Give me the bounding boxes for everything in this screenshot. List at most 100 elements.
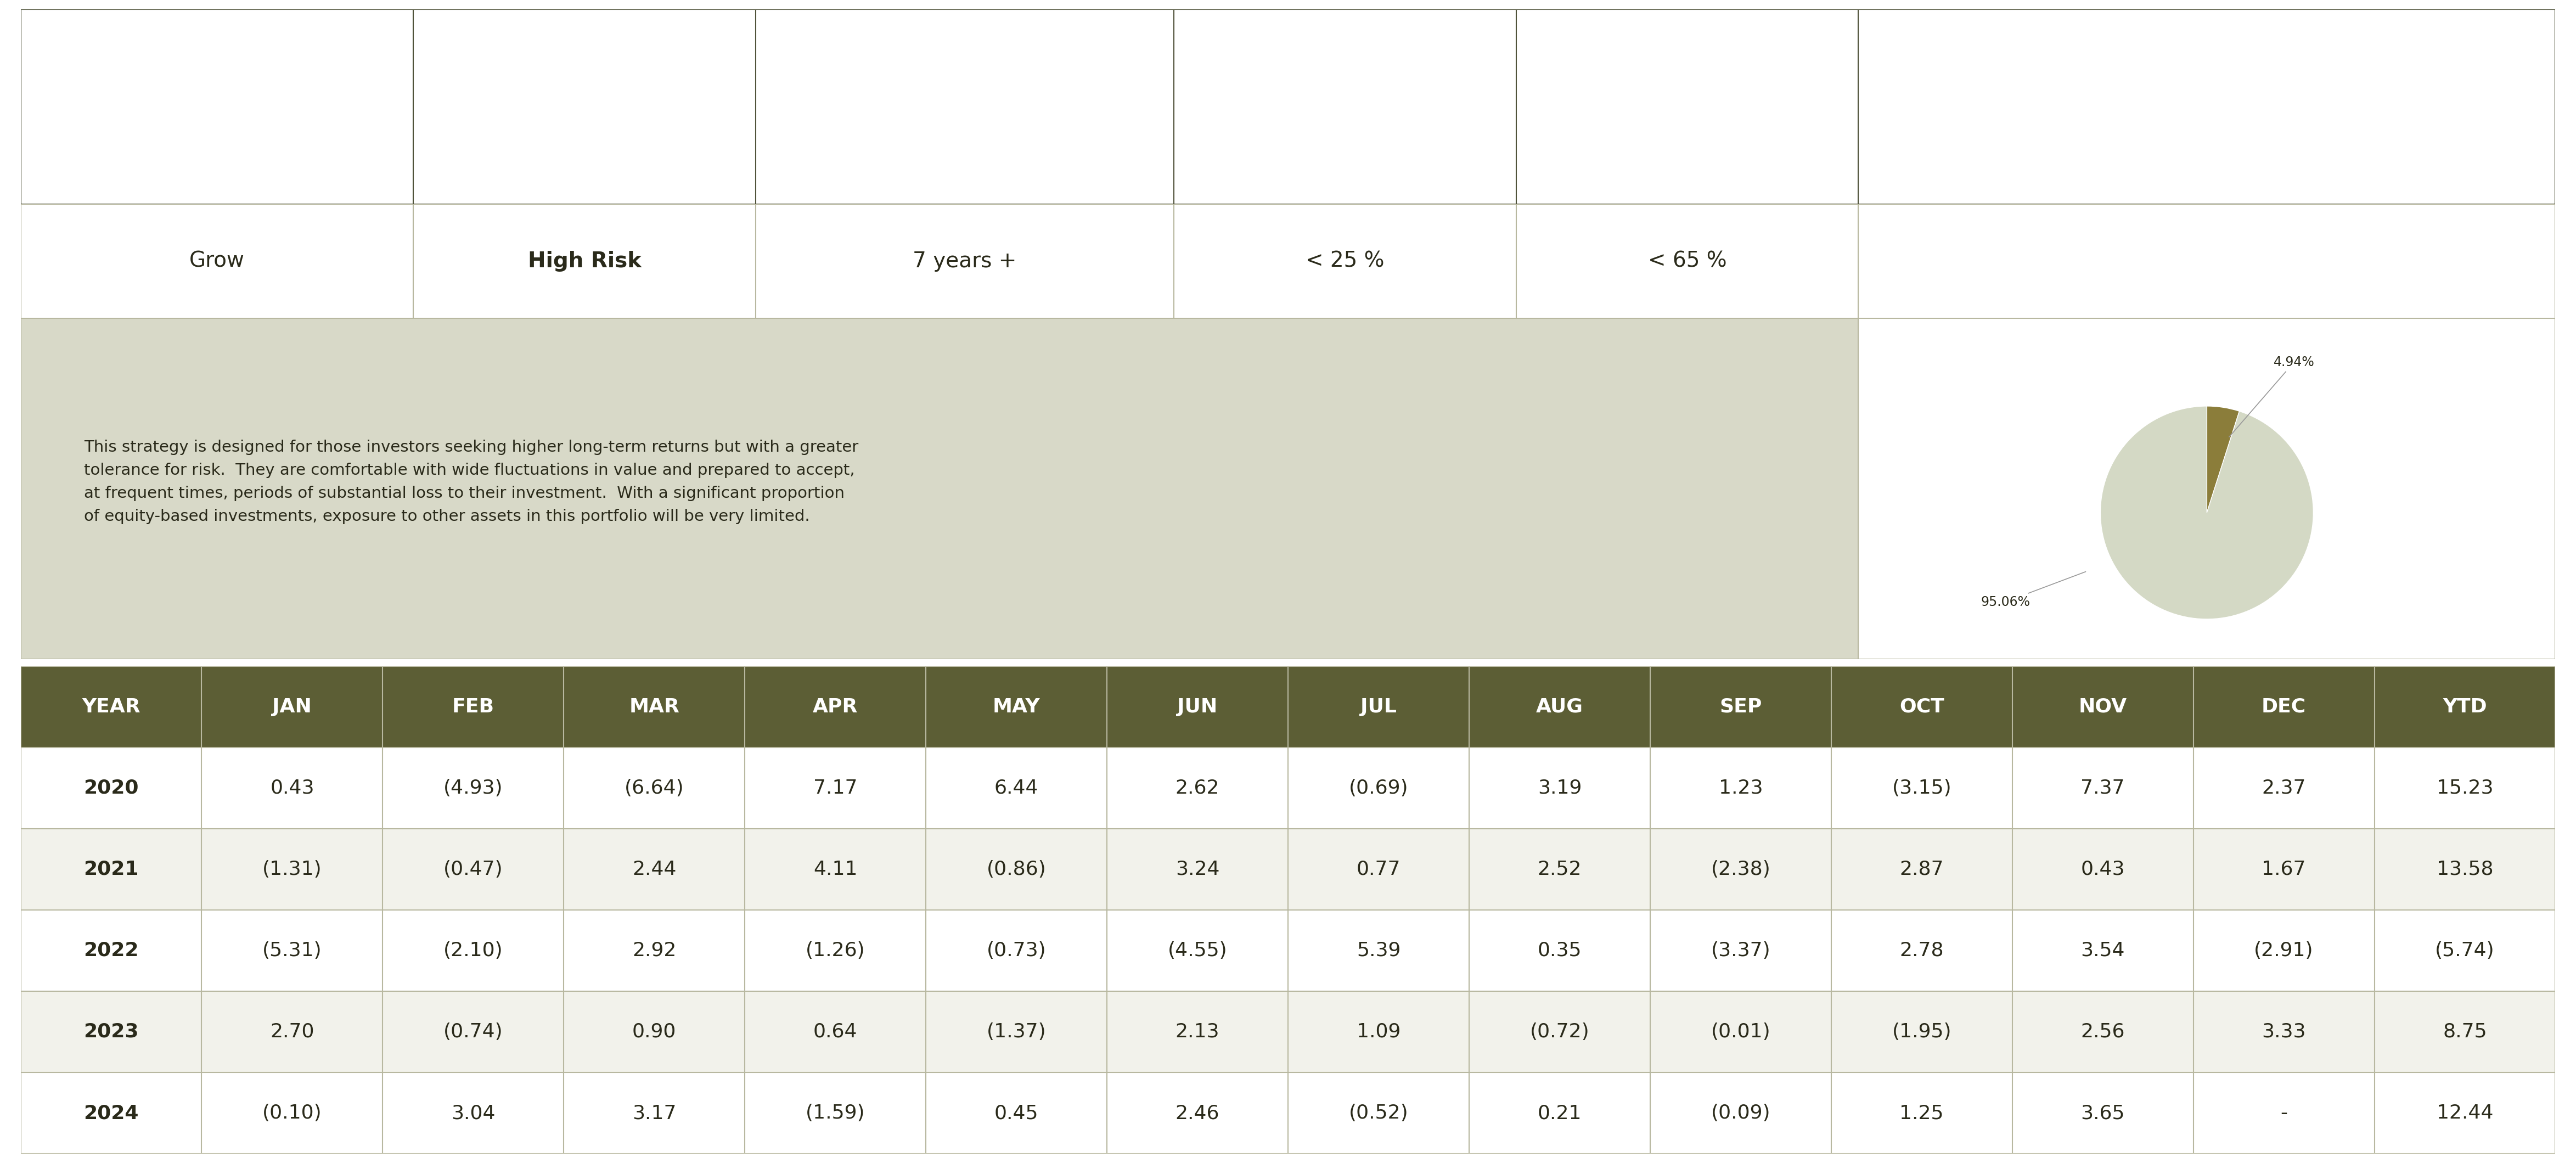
Text: APR: APR: [814, 698, 858, 716]
Text: (2.38): (2.38): [1710, 859, 1770, 878]
Text: 3.17: 3.17: [631, 1104, 677, 1122]
Text: (0.01): (0.01): [1710, 1022, 1770, 1041]
Text: This strategy is designed for those investors seeking higher long-term returns b: This strategy is designed for those inve…: [85, 440, 858, 525]
Bar: [21, 748, 2555, 829]
Text: 7 years +: 7 years +: [912, 251, 1018, 272]
Text: 2.37: 2.37: [2262, 779, 2306, 798]
Text: -: -: [2280, 1104, 2287, 1122]
Text: (6.64): (6.64): [623, 779, 685, 798]
Text: (0.69): (0.69): [1350, 779, 1409, 798]
Text: 2020: 2020: [82, 779, 139, 798]
Text: 12.44: 12.44: [2437, 1104, 2494, 1122]
Text: 0.45: 0.45: [994, 1104, 1038, 1122]
Text: OCT: OCT: [1899, 698, 1945, 716]
Text: 0.43: 0.43: [270, 779, 314, 798]
Text: 0.90: 0.90: [631, 1022, 677, 1041]
Text: 13.58: 13.58: [2437, 859, 2494, 878]
Text: < 25 %: < 25 %: [1306, 251, 1383, 272]
Text: YEAR: YEAR: [82, 698, 142, 716]
Bar: [21, 317, 1857, 659]
Text: 3.24: 3.24: [1175, 859, 1218, 878]
Text: (5.74): (5.74): [2434, 941, 2494, 959]
Text: (0.73): (0.73): [987, 941, 1046, 959]
Text: (2.91): (2.91): [2254, 941, 2313, 959]
Text: (1.37): (1.37): [987, 1022, 1046, 1041]
Text: 2.70: 2.70: [270, 1022, 314, 1041]
Text: 1.23: 1.23: [1718, 779, 1762, 798]
Text: 3.54: 3.54: [2081, 941, 2125, 959]
Text: Grow: Grow: [191, 251, 245, 272]
Text: (5.31): (5.31): [263, 941, 322, 959]
Text: 1.67: 1.67: [2262, 859, 2306, 878]
Text: (0.47): (0.47): [443, 859, 502, 878]
Text: (0.52): (0.52): [1350, 1104, 1409, 1122]
Text: JAN: JAN: [273, 698, 312, 716]
Text: 8.75: 8.75: [2442, 1022, 2486, 1041]
Text: 5.39: 5.39: [1358, 941, 1401, 959]
Text: 3.04: 3.04: [451, 1104, 495, 1122]
Text: 0.64: 0.64: [814, 1022, 858, 1041]
Text: (1.95): (1.95): [1891, 1022, 1953, 1041]
Text: 0.35: 0.35: [1538, 941, 1582, 959]
Text: 7.17: 7.17: [814, 779, 858, 798]
Bar: [1857, 317, 2555, 659]
Text: Expected Maximum
Drawdown: Expected Maximum Drawdown: [1589, 85, 1785, 128]
Text: DEC: DEC: [2262, 698, 2306, 716]
Text: Investment Strategy: Investment Strategy: [116, 98, 319, 116]
Text: High Risk: High Risk: [528, 251, 641, 272]
Text: 2024: 2024: [82, 1104, 139, 1122]
Bar: [21, 909, 2555, 991]
Text: 7.37: 7.37: [2081, 779, 2125, 798]
Text: Indicative Investment Mix: Indicative Investment Mix: [2079, 98, 2334, 116]
Text: 2023: 2023: [82, 1022, 139, 1041]
Text: 2.13: 2.13: [1175, 1022, 1218, 1041]
Text: 1.09: 1.09: [1358, 1022, 1401, 1041]
Text: 2.56: 2.56: [2081, 1022, 2125, 1041]
Text: 2.46: 2.46: [1175, 1104, 1218, 1122]
Bar: [21, 1072, 2555, 1154]
Text: AUG: AUG: [1535, 698, 1584, 716]
Text: 4.11: 4.11: [814, 859, 858, 878]
Text: MAY: MAY: [992, 698, 1041, 716]
Text: 0.77: 0.77: [1358, 859, 1401, 878]
Text: (1.26): (1.26): [806, 941, 866, 959]
Text: < 65 %: < 65 %: [1649, 251, 1726, 272]
Text: (0.72): (0.72): [1530, 1022, 1589, 1041]
Text: FEB: FEB: [453, 698, 495, 716]
Text: (0.74): (0.74): [443, 1022, 502, 1041]
Text: NOV: NOV: [2079, 698, 2128, 716]
Text: (3.37): (3.37): [1710, 941, 1770, 959]
Bar: [21, 991, 2555, 1072]
Text: 0.43: 0.43: [2081, 859, 2125, 878]
Text: (1.31): (1.31): [263, 859, 322, 878]
Text: (0.86): (0.86): [987, 859, 1046, 878]
Text: 3.19: 3.19: [1538, 779, 1582, 798]
Text: 2.44: 2.44: [631, 859, 677, 878]
Text: Expected Volatility: Expected Volatility: [1252, 98, 1437, 116]
Text: 3.65: 3.65: [2081, 1104, 2125, 1122]
Text: Recommended
Minimum Investment
Time Horizon: Recommended Minimum Investment Time Hori…: [860, 73, 1069, 141]
Text: 6.44: 6.44: [994, 779, 1038, 798]
Text: (4.93): (4.93): [443, 779, 502, 798]
Text: 3.33: 3.33: [2262, 1022, 2306, 1041]
Text: (4.55): (4.55): [1167, 941, 1226, 959]
Text: (0.09): (0.09): [1710, 1104, 1770, 1122]
Text: 2.87: 2.87: [1899, 859, 1945, 878]
Text: JUN: JUN: [1177, 698, 1218, 716]
Bar: [21, 666, 2555, 748]
Bar: [21, 829, 2555, 909]
Text: JUL: JUL: [1360, 698, 1396, 716]
Text: 0.21: 0.21: [1538, 1104, 1582, 1122]
Text: (3.15): (3.15): [1891, 779, 1953, 798]
Text: (0.10): (0.10): [263, 1104, 322, 1122]
Text: MAR: MAR: [629, 698, 680, 716]
Text: 2.92: 2.92: [631, 941, 677, 959]
Text: 15.23: 15.23: [2437, 779, 2494, 798]
Text: 1.25: 1.25: [1899, 1104, 1945, 1122]
Text: (2.10): (2.10): [443, 941, 502, 959]
Text: YTD: YTD: [2442, 698, 2486, 716]
Text: SEP: SEP: [1718, 698, 1762, 716]
Text: 2.78: 2.78: [1899, 941, 1945, 959]
Text: 2.52: 2.52: [1538, 859, 1582, 878]
Text: Risk Indicator: Risk Indicator: [518, 98, 652, 116]
